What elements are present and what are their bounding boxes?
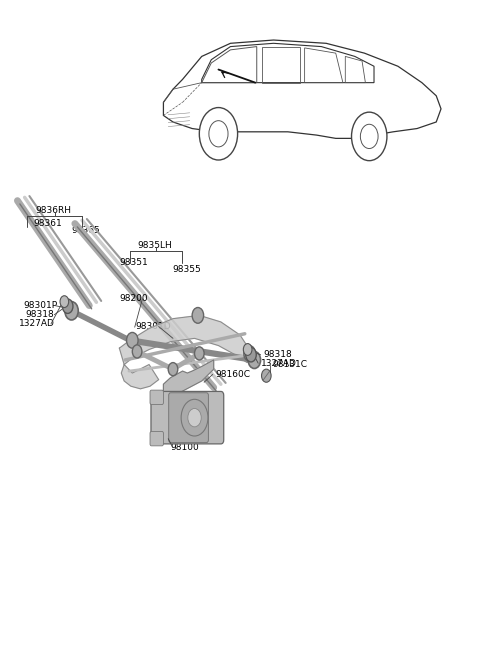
Text: 98301D: 98301D: [136, 322, 171, 331]
Circle shape: [60, 296, 69, 307]
Text: 98301P: 98301P: [24, 301, 58, 310]
Circle shape: [188, 409, 201, 427]
Text: 1327AD: 1327AD: [261, 359, 297, 368]
Text: 98160C: 98160C: [215, 370, 250, 379]
Text: 9836RH: 9836RH: [35, 206, 71, 215]
FancyBboxPatch shape: [168, 393, 208, 443]
Text: 98365: 98365: [72, 225, 100, 235]
Text: 98131C: 98131C: [273, 360, 308, 369]
Text: 98318: 98318: [263, 350, 292, 359]
Circle shape: [243, 344, 252, 355]
Circle shape: [192, 307, 204, 323]
Circle shape: [127, 332, 138, 348]
Circle shape: [209, 121, 228, 147]
Circle shape: [62, 299, 73, 313]
Polygon shape: [120, 315, 252, 389]
FancyBboxPatch shape: [151, 392, 224, 444]
Circle shape: [262, 369, 271, 382]
Circle shape: [168, 363, 178, 376]
Circle shape: [199, 108, 238, 160]
Circle shape: [351, 112, 387, 161]
FancyBboxPatch shape: [150, 390, 163, 405]
Text: 98200: 98200: [120, 294, 148, 304]
Circle shape: [244, 346, 255, 361]
Text: 98100: 98100: [170, 443, 199, 452]
Text: 98361: 98361: [33, 219, 62, 228]
Circle shape: [65, 302, 78, 320]
Text: 98351: 98351: [120, 258, 148, 267]
Circle shape: [248, 351, 261, 369]
Text: 98318: 98318: [25, 310, 54, 319]
Text: 98355: 98355: [172, 265, 201, 274]
Polygon shape: [163, 360, 214, 397]
Circle shape: [181, 399, 208, 436]
Text: 1327AD: 1327AD: [19, 319, 55, 328]
Circle shape: [132, 345, 142, 358]
Circle shape: [246, 348, 256, 362]
Circle shape: [194, 347, 204, 360]
Text: 9835LH: 9835LH: [137, 241, 172, 250]
Circle shape: [360, 124, 378, 148]
FancyBboxPatch shape: [150, 432, 163, 446]
